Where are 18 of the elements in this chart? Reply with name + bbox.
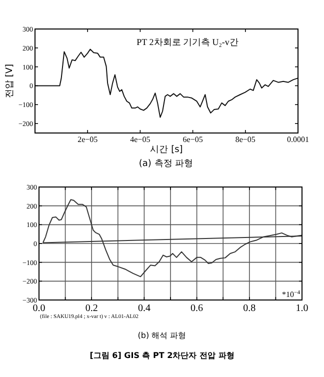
x-tick-label: 0.6 (190, 303, 204, 314)
y-axis-title: 전압 [V] (5, 64, 15, 98)
x-tick-label: 8e−05 (235, 135, 256, 144)
x-tick-label: 1.0 (296, 303, 308, 314)
x-tick-label: 0.0 (32, 303, 46, 314)
x-tick-label: 0.8 (243, 303, 256, 314)
x-tick-label: 4e−05 (130, 135, 150, 144)
text: (a) 측정 파형 (138, 159, 194, 169)
x-tick-label: 0.2 (85, 303, 98, 314)
annotation: *10$^{−4}$ (282, 290, 300, 299)
x-tick-label: 0.4 (138, 303, 150, 314)
x-tick-label: 2e−05 (78, 135, 98, 144)
text: (b) 해석 파형 (138, 331, 186, 340)
text: PT 2차회로 기기측 U₂-v간 (136, 37, 238, 47)
x-tick-label: 0.0001 (287, 135, 309, 144)
text: [그림 6] GIS 측 PT 2차단자 전압 파형 (90, 351, 234, 360)
x-tick-label: 6e−05 (182, 135, 203, 144)
x-axis-title: 시간 [s] (150, 145, 183, 155)
